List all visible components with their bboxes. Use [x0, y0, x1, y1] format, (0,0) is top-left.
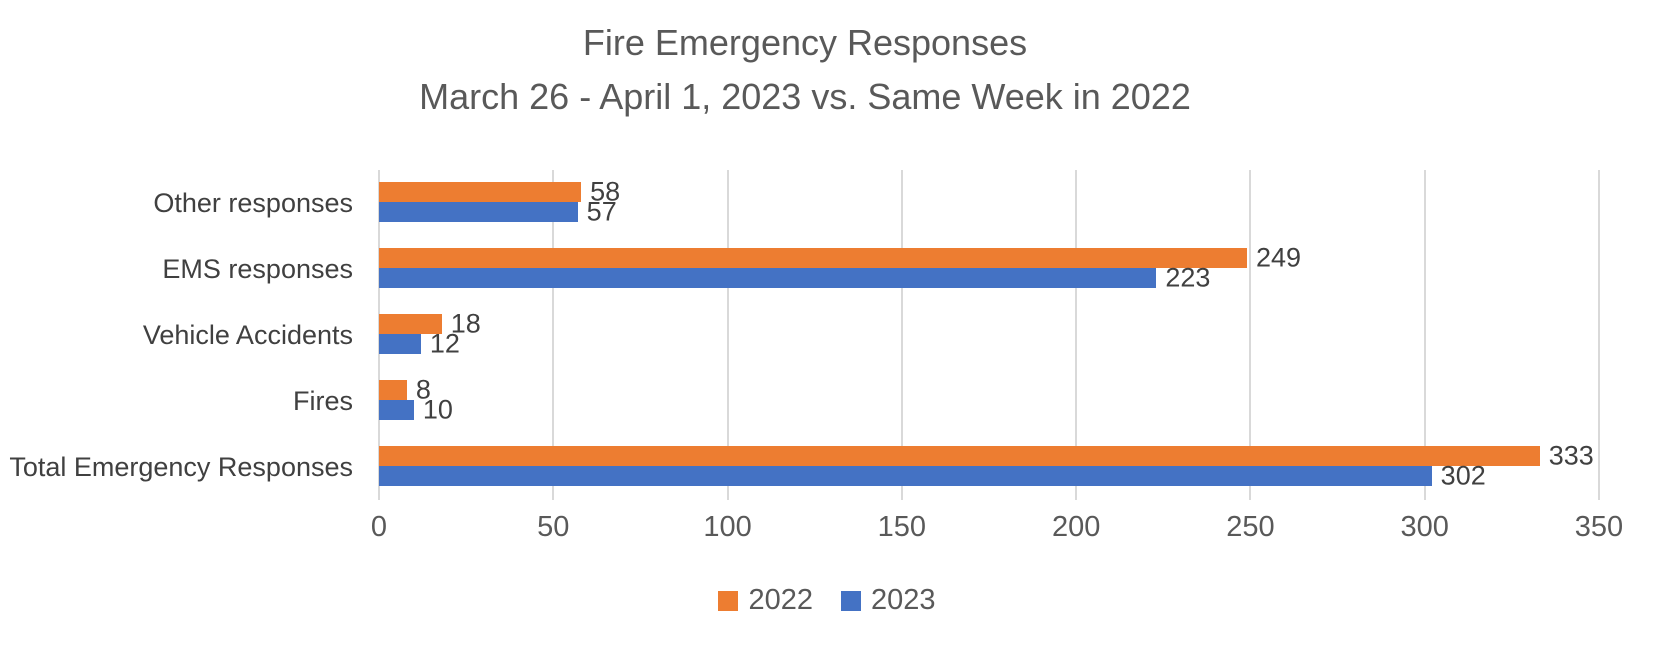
bar-value-label: 249 — [1255, 242, 1301, 273]
category-label: Other responses — [153, 187, 353, 218]
legend: 2022 2023 — [0, 586, 1654, 615]
x-axis: 0 50 100 150 200 250 300 350 — [371, 511, 1623, 548]
legend-label: 2022 — [748, 584, 813, 616]
bar-value-label: 302 — [1440, 460, 1486, 491]
bar-2022 — [379, 314, 442, 334]
bar-2023 — [379, 400, 414, 420]
legend-label: 2023 — [871, 584, 936, 616]
category-label: Fires — [293, 385, 353, 416]
bar-2022 — [379, 380, 407, 400]
gridline — [1423, 170, 1426, 500]
bar-value-label: 223 — [1165, 262, 1211, 293]
x-axis-tick-label: 150 — [877, 511, 927, 543]
legend-swatch-2023 — [841, 590, 861, 611]
bar-value-label: 12 — [429, 328, 460, 359]
category-label: Vehicle Accidents — [142, 319, 353, 350]
gridline — [552, 170, 555, 500]
bar-value-label: 333 — [1548, 440, 1594, 471]
bar-2022 — [379, 446, 1540, 466]
x-axis-tick-label: 250 — [1226, 511, 1275, 543]
gridline — [726, 170, 729, 500]
bar-2023 — [379, 334, 421, 354]
legend-item: 2022 — [718, 586, 813, 615]
bar-value-label: 57 — [586, 196, 617, 227]
gridline — [1249, 170, 1252, 500]
bar-value-label: 58 — [590, 176, 621, 207]
bar-2023 — [379, 466, 1432, 486]
legend-swatch-2022 — [718, 590, 739, 611]
x-axis-tick-label: 50 — [537, 511, 570, 543]
bar-value-label: 10 — [422, 394, 453, 425]
gridline — [1598, 170, 1600, 500]
x-axis-tick-label: 300 — [1400, 511, 1449, 543]
chart-title: Fire Emergency Responses March 26 - Apri… — [0, 16, 1610, 124]
bar-value-label: 18 — [450, 308, 481, 339]
category-label: EMS responses — [162, 253, 353, 284]
x-axis-tick-label: 100 — [703, 511, 752, 543]
bar-2023 — [379, 202, 578, 222]
gridline — [900, 170, 903, 500]
gridline — [1075, 170, 1078, 500]
legend-item: 2023 — [841, 586, 936, 615]
plot-area: 58 57 249 223 18 12 8 10 333 302 — [378, 170, 1600, 500]
x-axis-tick-label: 200 — [1051, 511, 1101, 543]
category-axis: Other responses EMS responses Vehicle Acci… — [0, 170, 353, 500]
chart-title-line1: Fire Emergency Responses — [582, 22, 1028, 63]
category-label: Total Emergency Responses — [9, 451, 353, 482]
x-axis-tick-label: 350 — [1574, 511, 1624, 543]
bar-value-label: 8 — [415, 374, 431, 405]
bar-2022 — [379, 182, 582, 202]
chart-title-line2: March 26 - April 1, 2023 vs. Same Week i… — [419, 76, 1191, 117]
bar-2023 — [379, 268, 1157, 288]
x-axis-tick-label: 0 — [370, 511, 388, 543]
bar-2022 — [379, 248, 1247, 268]
